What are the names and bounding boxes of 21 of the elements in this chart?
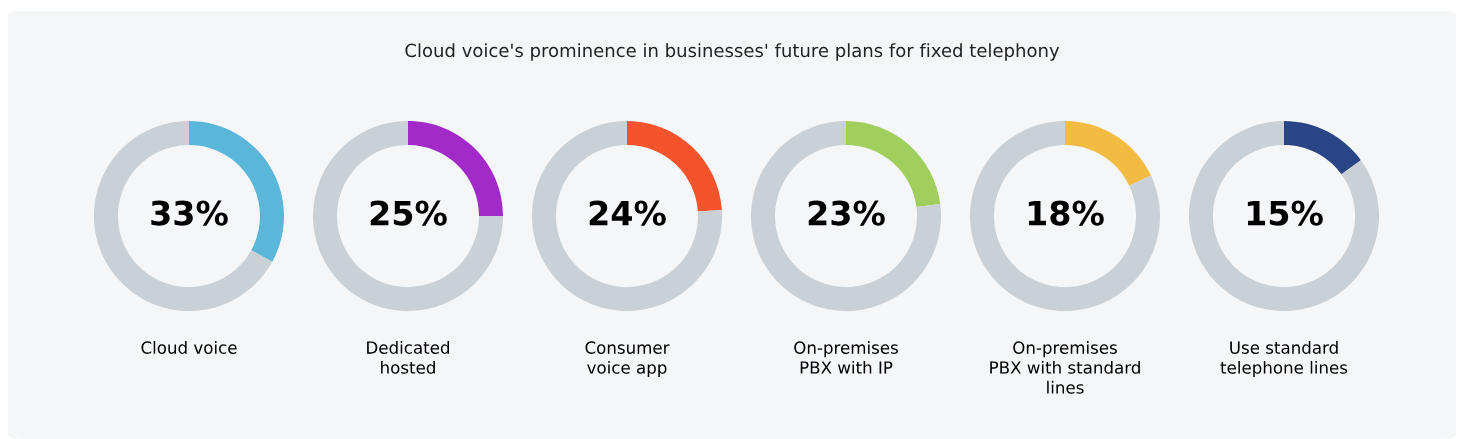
text: Consumer voice app (585, 341, 670, 378)
data-label: 23% (808, 200, 885, 226)
donut-slice (751, 121, 941, 311)
donut-slice (1189, 121, 1379, 311)
data-label: 24% (589, 200, 666, 226)
text: Dedicated hosted (367, 341, 449, 374)
donut-slice (313, 121, 503, 311)
data-label: 15% (1247, 200, 1323, 226)
data-label: 25% (370, 200, 447, 226)
donut-slice (532, 121, 722, 311)
text: Use standard telephone lines (1220, 341, 1348, 378)
donut-slice (970, 121, 1160, 311)
data-label: 33% (151, 200, 228, 226)
donut-slice (1065, 121, 1151, 186)
text: On-premises PBX with standard lines (990, 341, 1140, 394)
donut-slice (1284, 121, 1361, 175)
text: Cloud voice's prominence in businesses' future plans for fixed telephony (405, 43, 1060, 61)
donut-slice (94, 121, 273, 311)
data-label: 18% (1028, 200, 1104, 226)
text: Cloud voice (141, 341, 237, 354)
text: On-premises PBX with IP (794, 341, 898, 374)
